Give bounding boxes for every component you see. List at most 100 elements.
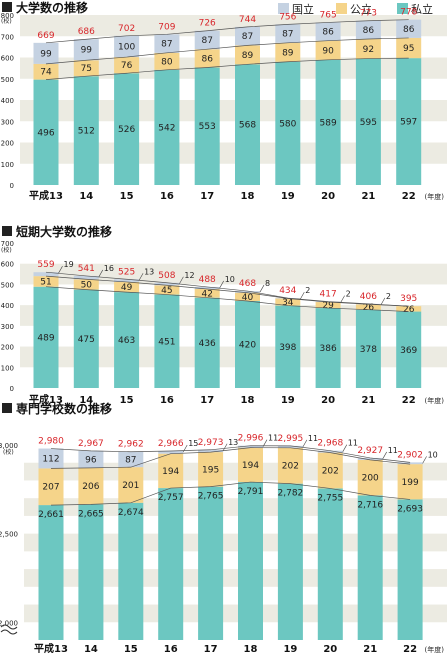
bar-private bbox=[78, 504, 103, 640]
value-label-national: 2 bbox=[346, 290, 351, 299]
value-label-public: 207 bbox=[42, 483, 59, 493]
trend-line-total bbox=[51, 446, 410, 463]
x-tick-label: 21 bbox=[363, 644, 377, 655]
leader-line bbox=[381, 298, 385, 305]
leader-line bbox=[300, 292, 304, 299]
value-label-public: 51 bbox=[40, 277, 51, 287]
value-label-private: 2,782 bbox=[278, 489, 304, 499]
total-label: 508 bbox=[158, 271, 175, 281]
value-label-public: 26 bbox=[403, 305, 415, 315]
value-label-national: 2 bbox=[386, 292, 391, 301]
total-label: 559 bbox=[37, 260, 54, 270]
y-tick-label: 400 bbox=[1, 97, 14, 105]
bar-private bbox=[158, 488, 183, 640]
value-label-private: 597 bbox=[400, 118, 417, 128]
chart-title: 大学数の推移 bbox=[16, 0, 88, 15]
value-label-public: 95 bbox=[403, 44, 414, 54]
value-label-private: 542 bbox=[158, 123, 175, 133]
value-label-national: 19 bbox=[64, 260, 74, 269]
value-label-private: 496 bbox=[37, 128, 54, 138]
bar-private bbox=[238, 482, 263, 640]
chart-title: 専門学校数の推移 bbox=[16, 401, 112, 416]
value-label-national: 87 bbox=[125, 455, 136, 465]
x-unit: (年度) bbox=[425, 396, 445, 405]
total-label: 702 bbox=[118, 24, 135, 34]
x-tick-label: 19 bbox=[283, 644, 297, 655]
legend-swatch-1 bbox=[336, 3, 347, 14]
value-label-private: 2,716 bbox=[357, 500, 383, 510]
value-label-private: 2,757 bbox=[158, 493, 184, 503]
value-label-public: 74 bbox=[40, 68, 52, 78]
bar-private bbox=[358, 495, 383, 640]
junior-college-chart: 短期大学数の推移0100200300400500600700(校)4895119… bbox=[1, 224, 447, 406]
total-label: 434 bbox=[279, 286, 296, 296]
value-label-private: 568 bbox=[239, 121, 256, 131]
x-tick-label: 14 bbox=[79, 191, 93, 202]
value-label-public: 89 bbox=[282, 48, 294, 58]
total-label: 726 bbox=[199, 19, 216, 29]
value-label-private: 2,661 bbox=[38, 510, 64, 520]
y-tick-label: 200 bbox=[1, 140, 14, 148]
bar-private bbox=[398, 499, 423, 640]
bar-private bbox=[278, 484, 303, 640]
y-unit: (校) bbox=[1, 17, 12, 25]
value-label-public: 201 bbox=[122, 481, 139, 491]
x-tick-label: 20 bbox=[321, 395, 335, 406]
total-label: 2,968 bbox=[317, 439, 343, 449]
value-label-national: 86 bbox=[363, 26, 375, 36]
value-label-national: 10 bbox=[225, 275, 235, 284]
value-label-private: 451 bbox=[158, 337, 175, 347]
value-label-national: 99 bbox=[81, 46, 93, 56]
leader-line bbox=[260, 285, 264, 292]
x-tick-label: 16 bbox=[164, 644, 178, 655]
y-unit: (校) bbox=[3, 448, 14, 456]
value-label-national: 12 bbox=[184, 271, 194, 280]
value-label-public: 194 bbox=[242, 461, 259, 471]
total-label: 686 bbox=[78, 27, 95, 37]
x-tick-label: 17 bbox=[200, 191, 214, 202]
value-label-private: 2,791 bbox=[238, 487, 264, 497]
value-label-national: 86 bbox=[322, 28, 334, 38]
total-label: 2,996 bbox=[238, 434, 264, 444]
x-tick-label: 22 bbox=[402, 395, 416, 406]
value-label-private: 595 bbox=[360, 118, 377, 128]
value-label-public: 76 bbox=[121, 61, 133, 71]
title-marker bbox=[2, 226, 12, 236]
value-label-private: 369 bbox=[400, 346, 417, 356]
value-label-private: 2,693 bbox=[397, 504, 423, 514]
x-tick-label: 平成13 bbox=[29, 189, 63, 202]
y-tick-label: 2,500 bbox=[0, 531, 18, 539]
total-label: 778 bbox=[400, 8, 417, 18]
value-label-private: 512 bbox=[78, 127, 95, 137]
value-label-private: 386 bbox=[320, 344, 337, 354]
bar-private bbox=[39, 505, 64, 640]
x-tick-label: 18 bbox=[241, 395, 255, 406]
value-label-private: 475 bbox=[78, 335, 95, 345]
value-label-private: 580 bbox=[279, 119, 296, 129]
x-tick-label: 22 bbox=[402, 191, 416, 202]
total-label: 2,902 bbox=[397, 450, 423, 460]
value-label-public: 34 bbox=[282, 298, 294, 308]
y-tick-label: 700 bbox=[1, 33, 14, 41]
y-unit: (校) bbox=[1, 246, 12, 254]
value-label-public: 202 bbox=[282, 462, 299, 472]
value-label-national: 87 bbox=[161, 40, 172, 50]
x-tick-label: 14 bbox=[84, 644, 98, 655]
total-label: 525 bbox=[118, 267, 135, 277]
value-label-public: 86 bbox=[201, 54, 213, 64]
value-label-public: 195 bbox=[202, 465, 219, 475]
value-label-national: 87 bbox=[242, 32, 253, 42]
bar-private bbox=[118, 503, 143, 640]
value-label-national: 8 bbox=[265, 279, 270, 288]
x-unit: (年度) bbox=[425, 645, 445, 654]
leader-line bbox=[341, 296, 345, 303]
value-label-private: 589 bbox=[320, 118, 337, 128]
value-label-national: 112 bbox=[42, 454, 59, 464]
x-tick-label: 15 bbox=[124, 644, 138, 655]
value-label-national: 99 bbox=[40, 49, 52, 59]
total-label: 773 bbox=[360, 9, 377, 19]
value-label-public: 50 bbox=[81, 280, 93, 290]
x-tick-label: 19 bbox=[281, 191, 295, 202]
vocational-school-chart: 専門学校数の推移2,0002,5003,000(校)2,6612071122,9… bbox=[0, 401, 447, 655]
